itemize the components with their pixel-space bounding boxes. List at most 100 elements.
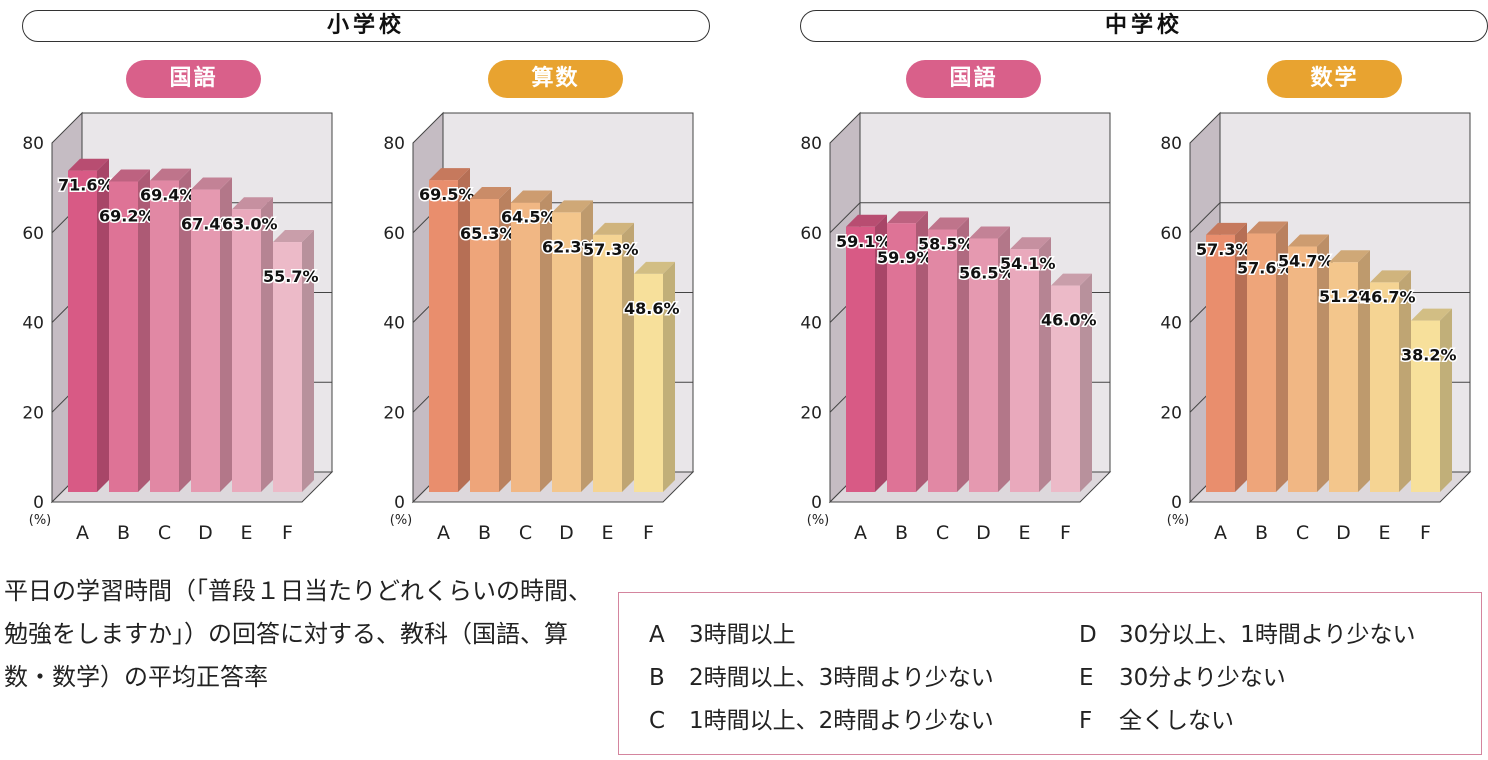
x-tick-label: A (76, 522, 89, 544)
bar-top (1288, 234, 1329, 247)
data-label: 54.7% (1278, 252, 1334, 271)
data-label: 69.2% (99, 206, 155, 225)
x-tick-label: A (437, 522, 450, 544)
bar-side (622, 222, 634, 492)
bar-top (150, 168, 191, 181)
bar-top (1247, 221, 1288, 234)
bar-side (261, 197, 273, 492)
chart-elementary-japanese: 0 20 40 60 80 (%) 71.6% A 69.2% B 69.4% C 67.4% D 63.0… (22, 111, 334, 544)
bar-side (499, 186, 511, 492)
y-unit-label: (%) (1167, 513, 1190, 528)
legend-text: 2時間以上、3時間より少ない (689, 665, 994, 691)
bar (846, 226, 875, 492)
bar-side (875, 214, 887, 492)
x-tick-label: A (854, 522, 867, 544)
bar (1051, 285, 1080, 492)
y-tick-label: 60 (800, 224, 822, 244)
data-label: 69.5% (419, 185, 475, 204)
x-tick-label: E (240, 522, 252, 544)
x-tick-label: D (198, 522, 213, 544)
x-tick-label: D (559, 522, 574, 544)
bar-top (634, 261, 675, 274)
bar-top (429, 168, 470, 181)
data-label: 38.2% (1401, 346, 1457, 365)
y-unit-label: (%) (29, 513, 52, 528)
x-tick-label: C (158, 522, 171, 544)
bar (150, 180, 179, 492)
data-label: 57.3% (1196, 240, 1252, 259)
subject-pill-elementary-math: 算数 (488, 60, 623, 98)
gridline-wall (829, 202, 861, 234)
junior-high-school-header: 中学校 (800, 10, 1488, 42)
legend-key: A (649, 622, 665, 648)
bar-side (663, 261, 675, 492)
data-label: 58.5% (918, 234, 974, 253)
bar-side (1440, 308, 1452, 492)
data-label: 69.4% (140, 186, 196, 205)
bar-top (109, 169, 150, 182)
x-tick-label: F (1060, 522, 1071, 544)
bar (191, 189, 220, 492)
x-tick-label: C (1296, 522, 1309, 544)
bar-side (957, 217, 969, 492)
bar-top (846, 214, 887, 227)
bar (887, 223, 916, 492)
subject-pill-elementary-japanese: 国語 (126, 60, 261, 98)
bar-top (1010, 237, 1051, 250)
bar (1288, 246, 1317, 492)
bar (928, 229, 957, 492)
bar-top (511, 190, 552, 203)
bar (593, 234, 622, 492)
subject-pill-junior-math: 数学 (1267, 60, 1402, 98)
bar (1247, 233, 1276, 492)
x-tick-label: F (282, 522, 293, 544)
x-tick-label: E (601, 522, 613, 544)
y-tick-label: 20 (22, 403, 44, 423)
data-label: 71.6% (58, 176, 114, 195)
bar (68, 170, 97, 492)
bar-top (552, 200, 593, 213)
legend-item-f: F 全くしない (1079, 701, 1234, 735)
bar (273, 242, 302, 492)
bar-side (1358, 250, 1370, 492)
y-unit-label: (%) (390, 513, 413, 528)
data-label: 57.3% (583, 240, 639, 259)
bar-side (916, 211, 928, 492)
bar-side (998, 226, 1010, 493)
legend-key: D (1079, 622, 1097, 648)
y-tick-label: 60 (383, 224, 405, 244)
bar-top (470, 186, 511, 199)
y-tick-label: 80 (383, 134, 405, 154)
gridline-wall (1189, 202, 1221, 234)
x-tick-label: C (936, 522, 949, 544)
y-tick-label: 40 (1160, 314, 1182, 334)
data-label: 56.5% (959, 263, 1015, 282)
bar-top (1370, 270, 1411, 283)
y-tick-label: 0 (1171, 493, 1182, 513)
legend-item-e: E 30分より少ない (1079, 658, 1286, 692)
legend-text: 1時間以上、2時間より少ない (689, 708, 994, 734)
x-tick-label: A (1214, 522, 1227, 544)
bar-top (1051, 273, 1092, 286)
bar-side (138, 169, 150, 492)
data-label: 46.0% (1041, 311, 1097, 330)
bar-top (232, 197, 273, 210)
y-tick-label: 40 (383, 314, 405, 334)
y-tick-label: 20 (383, 403, 405, 423)
data-label: 65.3% (460, 224, 516, 243)
bar-top (1206, 222, 1247, 235)
y-tick-label: 80 (800, 134, 822, 154)
legend-text: 30分より少ない (1119, 665, 1286, 691)
bar-side (540, 190, 552, 492)
bar (1370, 282, 1399, 492)
data-label: 48.6% (624, 299, 680, 318)
x-tick-label: B (117, 522, 130, 544)
data-label: 59.1% (836, 232, 892, 251)
bar-side (302, 230, 314, 492)
bar-top (68, 158, 109, 171)
y-tick-label: 80 (22, 134, 44, 154)
legend-item-d: D 30分以上、1時間より少ない (1079, 615, 1415, 649)
legend-item-b: B 2時間以上、3時間より少ない (649, 658, 994, 692)
bar-side (97, 158, 109, 492)
